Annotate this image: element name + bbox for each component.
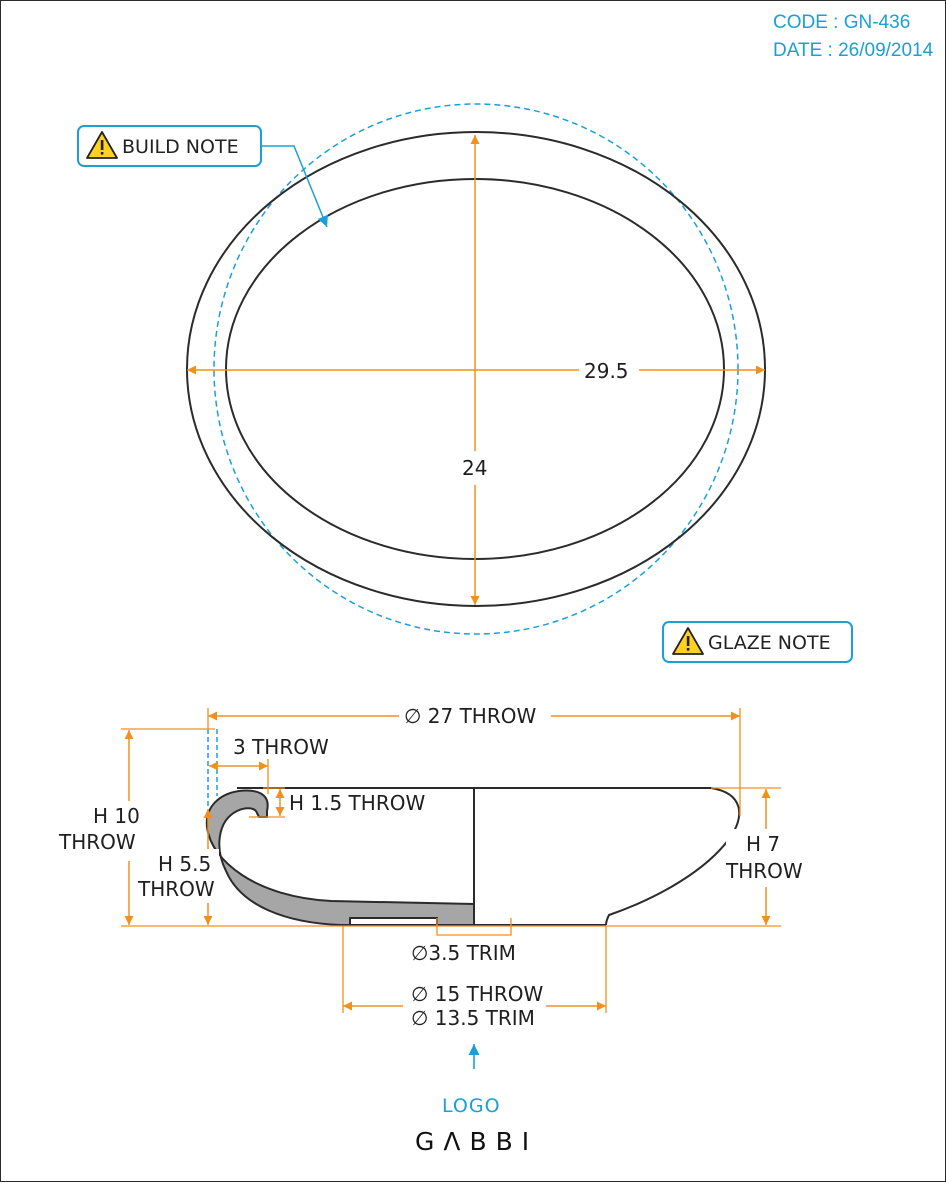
top-view: 29.5 24 bbox=[186, 103, 766, 635]
inner-height-label-2: THROW bbox=[137, 877, 215, 901]
logo-callout: LOGO GΛBBI bbox=[415, 1044, 538, 1156]
build-note-leader bbox=[261, 145, 328, 228]
glaze-note-callout: GLAZE NOTE bbox=[662, 621, 853, 663]
outer-rim-ellipse bbox=[186, 131, 766, 607]
logo-label: LOGO bbox=[442, 1095, 501, 1117]
total-height-label-2: THROW bbox=[58, 830, 136, 854]
rim-height-label: H 1.5 THROW bbox=[289, 791, 425, 815]
inner-height-label-1: H 5.5 bbox=[158, 852, 211, 876]
date-label: DATE : 26/09/2014 bbox=[773, 40, 934, 61]
outer-height-label-1: H 7 bbox=[746, 832, 780, 856]
right-profile-outline bbox=[237, 787, 741, 926]
depth-dimension-value: 24 bbox=[462, 456, 487, 480]
brand-logo: GΛBBI bbox=[415, 1127, 538, 1156]
glaze-note-box bbox=[662, 621, 853, 663]
section-wall-fill bbox=[205, 789, 475, 926]
base-throw-label: ∅ 15 THROW bbox=[411, 982, 543, 1006]
glaze-note-label: GLAZE NOTE bbox=[708, 632, 831, 654]
rim-width-label: 3 THROW bbox=[233, 735, 329, 759]
outer-height-label-2: THROW bbox=[725, 859, 803, 883]
code-label: CODE : GN-436 bbox=[773, 12, 910, 33]
width-dimension-value: 29.5 bbox=[584, 359, 629, 383]
foot-trim-label: ∅3.5 TRIM bbox=[411, 941, 516, 965]
total-height-label-1: H 10 bbox=[93, 804, 140, 828]
foot-trim-bracket bbox=[436, 918, 512, 936]
warning-icon bbox=[86, 131, 118, 159]
build-note-label: BUILD NOTE bbox=[122, 136, 239, 158]
section-view: ∅ 27 THROW 3 THROW H 1.5 THROW H 10 THRO… bbox=[58, 704, 806, 1030]
base-trim-label: ∅ 13.5 TRIM bbox=[411, 1006, 535, 1030]
warning-icon bbox=[672, 627, 704, 655]
diameter-throw-label: ∅ 27 THROW bbox=[404, 704, 536, 728]
glaze-outline-dashed bbox=[213, 103, 739, 635]
build-note-callout: BUILD NOTE bbox=[77, 125, 328, 228]
